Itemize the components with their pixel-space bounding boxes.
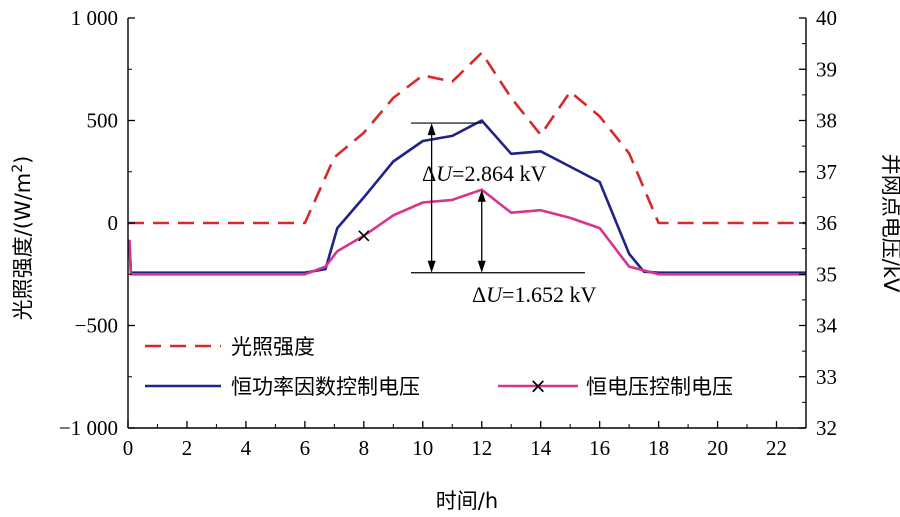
x-tick-label: 2 bbox=[182, 436, 193, 460]
x-tick-label: 10 bbox=[412, 436, 433, 460]
y-right-tick-label: 39 bbox=[816, 57, 837, 81]
x-tick-label: 0 bbox=[123, 436, 134, 460]
x-tick-label: 8 bbox=[359, 436, 370, 460]
y-right-tick-label: 40 bbox=[816, 6, 837, 30]
annot-arrow-1-head-bottom bbox=[427, 260, 436, 273]
y-right-tick-label: 34 bbox=[816, 314, 838, 338]
y-right-axis-title: 并网点电压/kV bbox=[879, 154, 900, 293]
x-tick-label: 16 bbox=[589, 436, 610, 460]
x-tick-label: 18 bbox=[648, 436, 669, 460]
annot-label-1: ΔU=2.864 kV bbox=[422, 161, 546, 186]
y-right-tick-label: 35 bbox=[816, 262, 837, 286]
legend-marker: × bbox=[529, 374, 547, 398]
x-tick-label: 12 bbox=[471, 436, 492, 460]
y-left-axis-title: 光照强度/(W/m2) bbox=[10, 156, 35, 321]
annot-arrow-2-head-bottom bbox=[477, 260, 486, 273]
annot-arrow-1-head-top bbox=[427, 123, 436, 136]
x-tick-label: 14 bbox=[530, 436, 552, 460]
series-line-1 bbox=[128, 119, 806, 275]
legend-label-1: 恒功率因数控制电压 bbox=[231, 375, 420, 399]
y-right-tick-label: 37 bbox=[816, 160, 837, 184]
x-axis-title: 时间/h bbox=[436, 489, 498, 513]
y-left-tick-label: 0 bbox=[108, 211, 119, 235]
y-right-tick-label: 38 bbox=[816, 109, 837, 133]
legend-label-0: 光照强度 bbox=[231, 335, 315, 359]
y-right-tick-label: 33 bbox=[816, 365, 837, 389]
series-marker bbox=[358, 230, 370, 242]
annot-label-2: ΔU=1.652 kV bbox=[472, 282, 596, 307]
y-left-tick-label: −500 bbox=[75, 314, 118, 338]
x-tick-label: 22 bbox=[766, 436, 787, 460]
plot-area bbox=[128, 51, 806, 276]
x-tick-label: 20 bbox=[707, 436, 728, 460]
legend-label-2: 恒电压控制电压 bbox=[586, 375, 733, 399]
x-tick-label: 6 bbox=[300, 436, 311, 460]
series-line-0 bbox=[128, 51, 806, 225]
annot-arrow-2-head-top bbox=[477, 189, 486, 202]
y-left-tick-label: 1 000 bbox=[71, 6, 118, 30]
series-line-2 bbox=[128, 188, 806, 276]
y-right-tick-label: 36 bbox=[816, 211, 837, 235]
y-left-tick-label: −1 000 bbox=[59, 416, 118, 440]
x-tick-label: 4 bbox=[241, 436, 252, 460]
axes: 0 2 4 6 8 10 12 14 16 18 20 22 −1 000 −500 0 500 1 000 32… bbox=[10, 6, 900, 513]
y-left-tick-label: 500 bbox=[87, 109, 119, 133]
y-right-tick-label: 32 bbox=[816, 416, 837, 440]
annotations: ΔU=2.864 kV ΔU=1.652 kV bbox=[410, 122, 596, 307]
